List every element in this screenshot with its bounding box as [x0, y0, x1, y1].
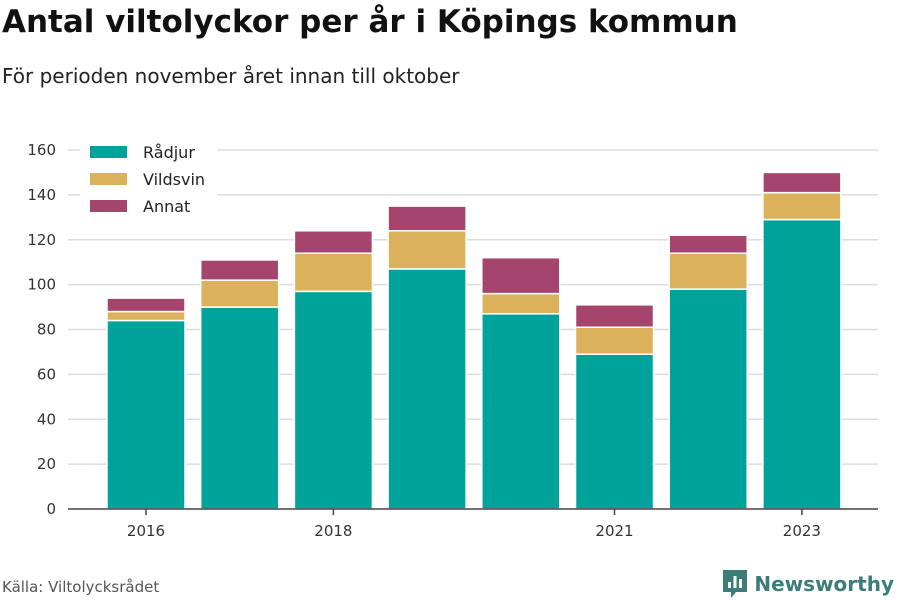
y-tick-label: 100 — [27, 276, 56, 294]
bar-segment — [481, 313, 561, 510]
bar-segment — [574, 353, 655, 510]
legend-label: Rådjur — [143, 143, 195, 162]
brand-logo: Newsworthy — [722, 569, 894, 599]
x-tick-label: 2016 — [127, 522, 165, 540]
bar-segment — [293, 290, 374, 510]
bar-segment — [199, 279, 280, 308]
bar-segment — [106, 297, 186, 313]
bar-segment — [762, 191, 842, 221]
bar-segment — [293, 252, 374, 293]
bar-segment — [762, 218, 842, 510]
legend-swatch — [90, 146, 127, 158]
legend: Rådjur Vildsvin Annat — [80, 138, 217, 222]
source-note: Källa: Viltolycksrådet — [2, 578, 160, 596]
y-tick-label: 120 — [27, 231, 56, 249]
bar-segment — [387, 205, 467, 232]
bar-segment — [574, 304, 655, 329]
y-tick-label: 140 — [27, 186, 56, 204]
y-tick-label: 20 — [37, 455, 56, 473]
chart-title: Antal viltolyckor per år i Köpings kommu… — [2, 4, 738, 40]
y-tick-label: 60 — [37, 365, 56, 383]
x-axis: 2016 2018 2021 2023 — [68, 508, 878, 540]
bar-segment — [762, 171, 842, 194]
legend-swatch — [90, 173, 127, 185]
bar-segment — [481, 292, 561, 315]
brand-name: Newsworthy — [754, 572, 894, 596]
bar-segment — [668, 288, 748, 510]
x-tick-label: 2018 — [314, 522, 352, 540]
bar-segment — [387, 230, 467, 270]
bar-segment — [106, 310, 186, 322]
y-tick-label: 0 — [46, 500, 56, 518]
bars — [106, 171, 842, 510]
y-tick-label: 160 — [27, 141, 56, 159]
chart-subtitle: För perioden november året innan till ok… — [2, 64, 460, 88]
legend-label: Vildsvin — [143, 170, 205, 189]
legend-label: Annat — [143, 197, 190, 216]
y-tick-label: 80 — [37, 321, 56, 339]
stacked-bar-chart: 0 20 40 60 80 100 120 140 160 2016 2018 2021 2023 R… — [27, 138, 878, 540]
bar-segment — [574, 326, 655, 355]
bar-segment — [668, 234, 748, 254]
bar-segment — [387, 268, 467, 510]
bar-segment — [481, 256, 561, 295]
x-tick-label: 2021 — [595, 522, 633, 540]
x-tick-label: 2023 — [783, 522, 821, 540]
bar-segment — [199, 306, 280, 510]
bar-segment — [293, 230, 374, 254]
y-axis-ticks: 0 20 40 60 80 100 120 140 160 — [27, 141, 56, 518]
bar-segment — [668, 252, 748, 290]
newsworthy-logo-icon — [723, 570, 748, 598]
legend-swatch — [90, 200, 127, 212]
bar-segment — [199, 259, 280, 281]
bar-segment — [106, 319, 186, 510]
y-tick-label: 40 — [37, 410, 56, 428]
